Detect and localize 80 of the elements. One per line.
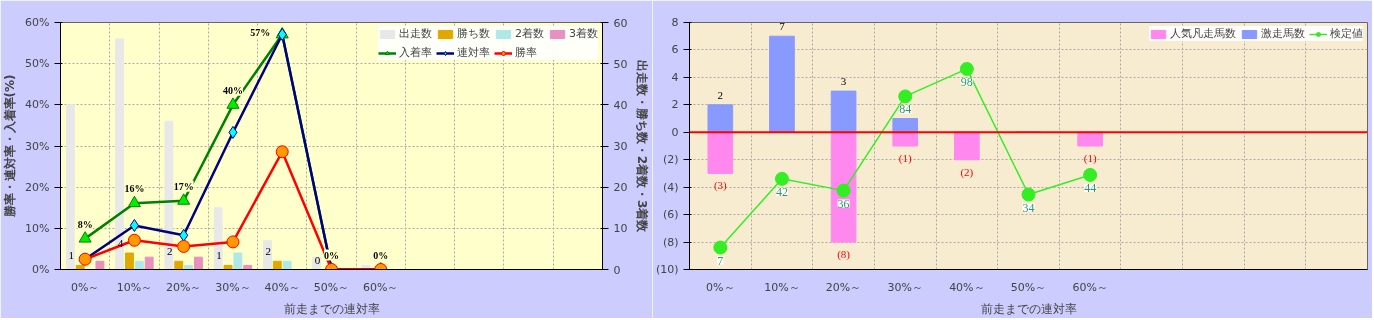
x-tick-label: 40%～ — [949, 280, 985, 294]
data-label: 84 — [899, 102, 912, 117]
data-label: (1) — [898, 152, 912, 165]
x-tick-label: 0%～ — [70, 280, 100, 294]
data-label: 57% — [250, 27, 271, 39]
y-tick-label: 60% — [25, 16, 50, 29]
legend-label: 勝ち数 — [457, 26, 490, 41]
legend-label: 勝率 — [515, 45, 537, 60]
y-tick-label: 40% — [25, 98, 50, 112]
y2-tick-label: 0 — [613, 263, 621, 277]
y2-axis-title: 出走数・勝ち数・2着数・3着数 — [635, 59, 650, 234]
legend-label: 出走数 — [399, 26, 432, 41]
legend-label: 人気凡走馬数 — [1170, 26, 1236, 41]
data-label: 36 — [837, 196, 850, 211]
data-label: 7 — [779, 20, 786, 33]
y-tick-label: 4 — [671, 70, 679, 84]
x-tick-label: 0%～ — [706, 280, 735, 294]
data-label: (8) — [837, 248, 851, 262]
data-label: 16% — [124, 183, 145, 195]
data-label: 42 — [775, 184, 788, 199]
data-label: 2 — [167, 245, 173, 258]
data-label: 8% — [77, 218, 93, 230]
y-tick-label: 30% — [25, 139, 50, 153]
x-tick-label: 30%～ — [215, 280, 251, 294]
data-label: 44 — [1084, 180, 1097, 195]
data-label: 1 — [216, 249, 222, 262]
data-label: 4 — [117, 237, 124, 250]
legend-label: 3着数 — [569, 26, 598, 41]
y-axis-title: 勝率・連対率・入着率(%) — [3, 74, 18, 219]
y-tick-label: (8) — [662, 235, 679, 249]
x-tick-label: 60%～ — [1072, 280, 1108, 294]
y-tick-label: (10) — [655, 263, 679, 276]
data-label: 0 — [314, 253, 321, 266]
x-tick-label: 30%～ — [887, 280, 923, 294]
y-tick-label: (4) — [662, 180, 679, 194]
x-axis-title: 前走までの連対率 — [283, 301, 380, 316]
y2-tick-label: 40 — [613, 98, 628, 112]
data-label: 34 — [1022, 200, 1035, 215]
y2-tick-label: 10 — [613, 222, 628, 236]
data-label: (3) — [713, 179, 728, 193]
legend-label: 2着数 — [515, 26, 544, 41]
legend-label: 激走馬数 — [1261, 26, 1305, 41]
data-label: 98 — [960, 74, 973, 89]
y-tick-label: 20% — [25, 180, 50, 194]
x-tick-label: 50%～ — [1010, 280, 1047, 294]
x-tick-label: 40%～ — [264, 280, 300, 294]
y-tick-label: 0% — [32, 263, 50, 276]
data-label: 2 — [717, 88, 724, 101]
y-tick-label: 6 — [671, 43, 679, 57]
legend-label: 入着率 — [399, 45, 432, 60]
y-tick-label: 0 — [671, 125, 679, 139]
legend-label: 検定値 — [1330, 26, 1363, 41]
y-tick-label: 2 — [671, 98, 679, 112]
data-label: 2 — [265, 245, 272, 258]
x-tick-label: 50%～ — [313, 280, 350, 294]
y-tick-label: (6) — [662, 208, 679, 222]
data-label: 0% — [324, 249, 339, 261]
data-label: (2) — [960, 165, 974, 179]
data-label: 7 — [717, 253, 724, 268]
x-tick-label: 10%～ — [116, 280, 153, 294]
y-tick-label: 10% — [25, 221, 50, 235]
data-label: 17% — [173, 180, 194, 192]
data-label: 0% — [373, 249, 389, 261]
data-label: 1 — [68, 249, 74, 262]
y2-tick-label: 50 — [613, 57, 628, 71]
x-axis-title: 前走までの連対率 — [980, 301, 1077, 316]
y2-tick-label: 60 — [613, 16, 628, 30]
data-label: 3 — [840, 75, 847, 88]
y2-tick-label: 30 — [613, 140, 628, 153]
y2-tick-label: 20 — [613, 181, 628, 195]
x-tick-label: 20%～ — [825, 280, 862, 294]
y-tick-label: 8 — [671, 16, 679, 29]
y-tick-label: (2) — [662, 153, 679, 167]
y-tick-label: 50% — [25, 57, 50, 71]
x-tick-label: 60%～ — [363, 280, 399, 294]
data-label: 40% — [222, 84, 243, 96]
legend-label: 連対率 — [457, 45, 490, 60]
x-tick-label: 20%～ — [165, 280, 202, 294]
data-label: (1) — [1083, 152, 1097, 165]
x-tick-label: 10%～ — [764, 280, 800, 294]
